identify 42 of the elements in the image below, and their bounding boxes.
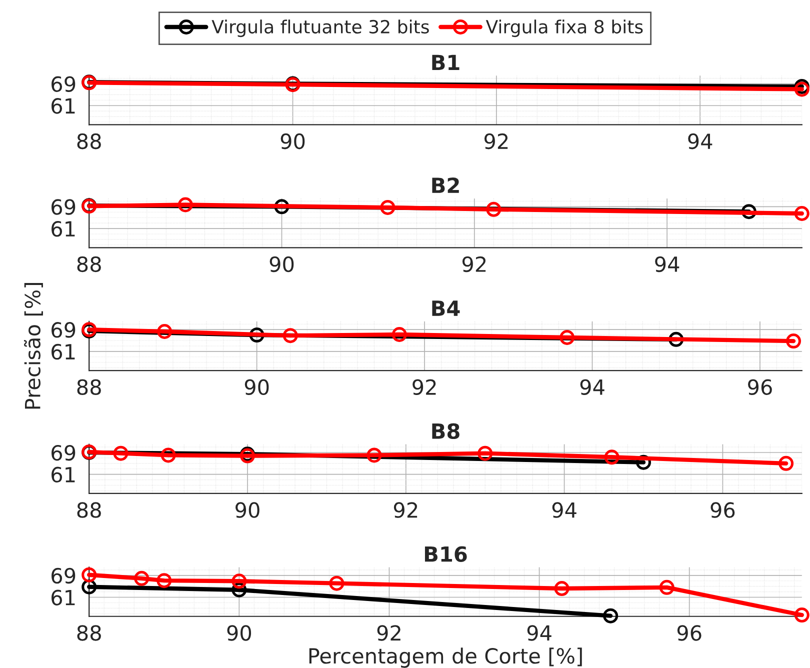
x-tick-label: 88 [77, 379, 101, 396]
x-tick-label: 94 [580, 379, 604, 396]
y-tick-label: 69 [52, 444, 76, 461]
y-tick-label: 69 [52, 568, 76, 584]
y-axis-title: Precisão [%] [24, 283, 43, 409]
y-tick-label: 69 [52, 322, 76, 338]
x-tick-label: 92 [484, 133, 508, 150]
x-axis-title: Percentagem de Corte [%] [309, 648, 582, 668]
x-tick-label: 94 [527, 625, 552, 641]
x-tick-label: 94 [655, 256, 680, 272]
legend-label: Virgula fixa 8 bits [486, 20, 643, 38]
x-tick-label: 88 [77, 256, 101, 272]
x-tick-label: 90 [236, 502, 260, 518]
x-tick-label: 88 [77, 625, 101, 641]
chart-title: B1 [432, 54, 460, 70]
y-tick-label: 61 [52, 466, 75, 483]
x-tick-label: 94 [552, 502, 576, 518]
y-tick-label: 61 [52, 590, 75, 606]
x-tick-label: 92 [394, 502, 418, 518]
x-tick-label: 90 [270, 256, 294, 272]
chart-title: B16 [424, 546, 467, 562]
x-tick-label: 90 [280, 133, 305, 150]
x-tick-label: 88 [77, 502, 101, 518]
x-tick-label: 92 [462, 256, 486, 272]
y-tick-label: 69 [52, 199, 76, 215]
x-tick-label: 90 [227, 625, 252, 641]
x-tick-label: 90 [244, 379, 269, 396]
chart-title: B4 [432, 300, 460, 316]
y-tick-label: 69 [52, 76, 76, 92]
y-tick-label: 61 [52, 344, 75, 360]
chart-title: B2 [432, 177, 459, 193]
x-tick-label: 88 [77, 133, 101, 150]
legend-label: Virgula flutuante 32 bits [212, 20, 429, 38]
y-tick-label: 61 [52, 98, 75, 114]
x-tick-label: 92 [377, 625, 400, 641]
chart-title: B8 [432, 423, 460, 440]
x-tick-label: 96 [710, 502, 735, 518]
x-tick-label: 96 [748, 379, 772, 396]
x-tick-label: 94 [688, 133, 712, 150]
x-tick-label: 92 [412, 379, 436, 396]
x-tick-label: 96 [677, 625, 702, 641]
y-tick-label: 61 [52, 220, 75, 237]
